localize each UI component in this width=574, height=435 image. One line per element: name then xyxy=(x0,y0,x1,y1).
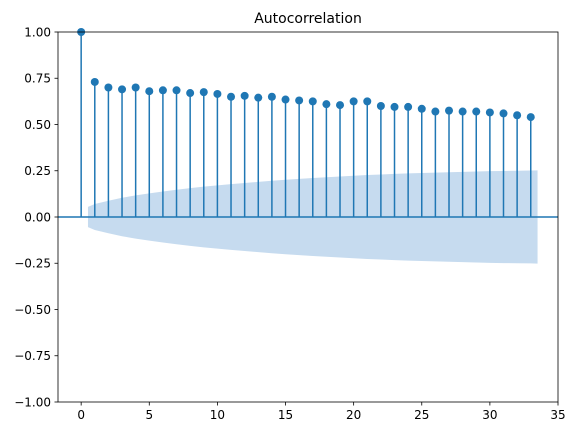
acf-stem xyxy=(404,102,413,217)
stem-marker xyxy=(295,96,304,105)
x-tick-label: 20 xyxy=(346,408,361,422)
stem-marker xyxy=(485,108,494,117)
acf-stem xyxy=(513,111,522,217)
acf-stem xyxy=(308,97,317,217)
acf-stem xyxy=(254,93,263,217)
x-tick-label: 5 xyxy=(145,408,153,422)
stem-marker xyxy=(158,86,167,95)
acf-stem xyxy=(199,88,208,217)
y-tick-label: −0.50 xyxy=(14,303,51,317)
stem-marker xyxy=(404,102,413,111)
y-tick-label: −1.00 xyxy=(14,395,51,409)
y-tick-label: 0.25 xyxy=(24,164,51,178)
stem-marker xyxy=(172,86,181,95)
stem-marker xyxy=(227,92,236,101)
acf-stem xyxy=(267,92,276,217)
acf-stem xyxy=(213,89,222,217)
stem-marker xyxy=(145,87,154,96)
stem-layer xyxy=(77,28,535,217)
y-tick-label: 0.75 xyxy=(24,72,51,86)
stem-marker xyxy=(499,109,508,118)
acf-stem xyxy=(186,89,195,217)
acf-stem xyxy=(445,106,454,217)
acf-stem xyxy=(172,86,181,217)
stem-marker xyxy=(472,107,481,116)
stem-marker xyxy=(526,113,535,122)
stem-marker xyxy=(186,89,195,98)
acf-stem xyxy=(390,102,399,217)
acf-stem xyxy=(77,28,86,217)
acf-stem xyxy=(417,104,426,217)
x-tick-label: 25 xyxy=(414,408,429,422)
chart-title: Autocorrelation xyxy=(254,11,362,27)
stem-marker xyxy=(322,100,331,109)
acf-stem xyxy=(104,83,113,217)
acf-stem xyxy=(118,85,127,217)
x-tick-label: 35 xyxy=(550,408,565,422)
y-tick-label: −0.25 xyxy=(14,257,51,271)
stem-marker xyxy=(417,104,426,113)
stem-marker xyxy=(254,93,263,102)
acf-stem xyxy=(227,92,236,217)
acf-stem xyxy=(131,83,140,217)
y-tick-label: 0.00 xyxy=(24,210,51,224)
acf-stem xyxy=(363,97,372,217)
stem-marker xyxy=(363,97,372,106)
stem-marker xyxy=(118,85,127,94)
x-tick-label: 30 xyxy=(482,408,497,422)
stem-marker xyxy=(376,102,385,110)
stem-marker xyxy=(445,106,454,115)
stem-marker xyxy=(213,89,222,98)
stem-marker xyxy=(131,83,140,92)
stem-marker xyxy=(267,92,276,101)
acf-stem xyxy=(240,91,249,217)
y-tick-label: −0.75 xyxy=(14,349,51,363)
acf-stem xyxy=(472,107,481,217)
stem-marker xyxy=(308,97,317,106)
y-tick-label: 0.50 xyxy=(24,118,51,132)
stem-marker xyxy=(431,107,440,116)
acf-stem xyxy=(145,87,154,217)
acf-stem xyxy=(485,108,494,217)
stem-marker xyxy=(513,111,522,120)
stem-marker xyxy=(390,102,399,111)
y-tick-label: 1.00 xyxy=(24,25,51,39)
stem-marker xyxy=(336,101,345,110)
acf-stem xyxy=(295,96,304,217)
x-tick-label: 15 xyxy=(278,408,293,422)
stem-marker xyxy=(458,107,467,116)
x-tick-label: 10 xyxy=(210,408,225,422)
acf-stem xyxy=(458,107,467,217)
acf-stem xyxy=(431,107,440,217)
acf-stem xyxy=(158,86,167,217)
acf-stem xyxy=(90,77,99,217)
stem-marker xyxy=(90,77,99,86)
stem-marker xyxy=(199,88,208,97)
stem-marker xyxy=(104,83,113,92)
acf-stem xyxy=(322,100,331,217)
stem-marker xyxy=(240,91,249,100)
acf-stem xyxy=(336,101,345,217)
x-tick-label: 0 xyxy=(77,408,85,422)
stem-marker xyxy=(349,97,358,106)
acf-stem xyxy=(526,113,535,217)
acf-stem xyxy=(349,97,358,217)
acf-stem xyxy=(376,102,385,217)
stem-marker xyxy=(281,95,290,104)
x-axis-ticks: 0 5 10 15 20 25 30 35 xyxy=(77,402,566,422)
acf-stem xyxy=(499,109,508,217)
acf-stem xyxy=(281,95,290,217)
y-axis-ticks: −1.00 −0.75 −0.50 −0.25 0.00 0.25 0.50 0.75 1.00 xyxy=(14,25,58,409)
